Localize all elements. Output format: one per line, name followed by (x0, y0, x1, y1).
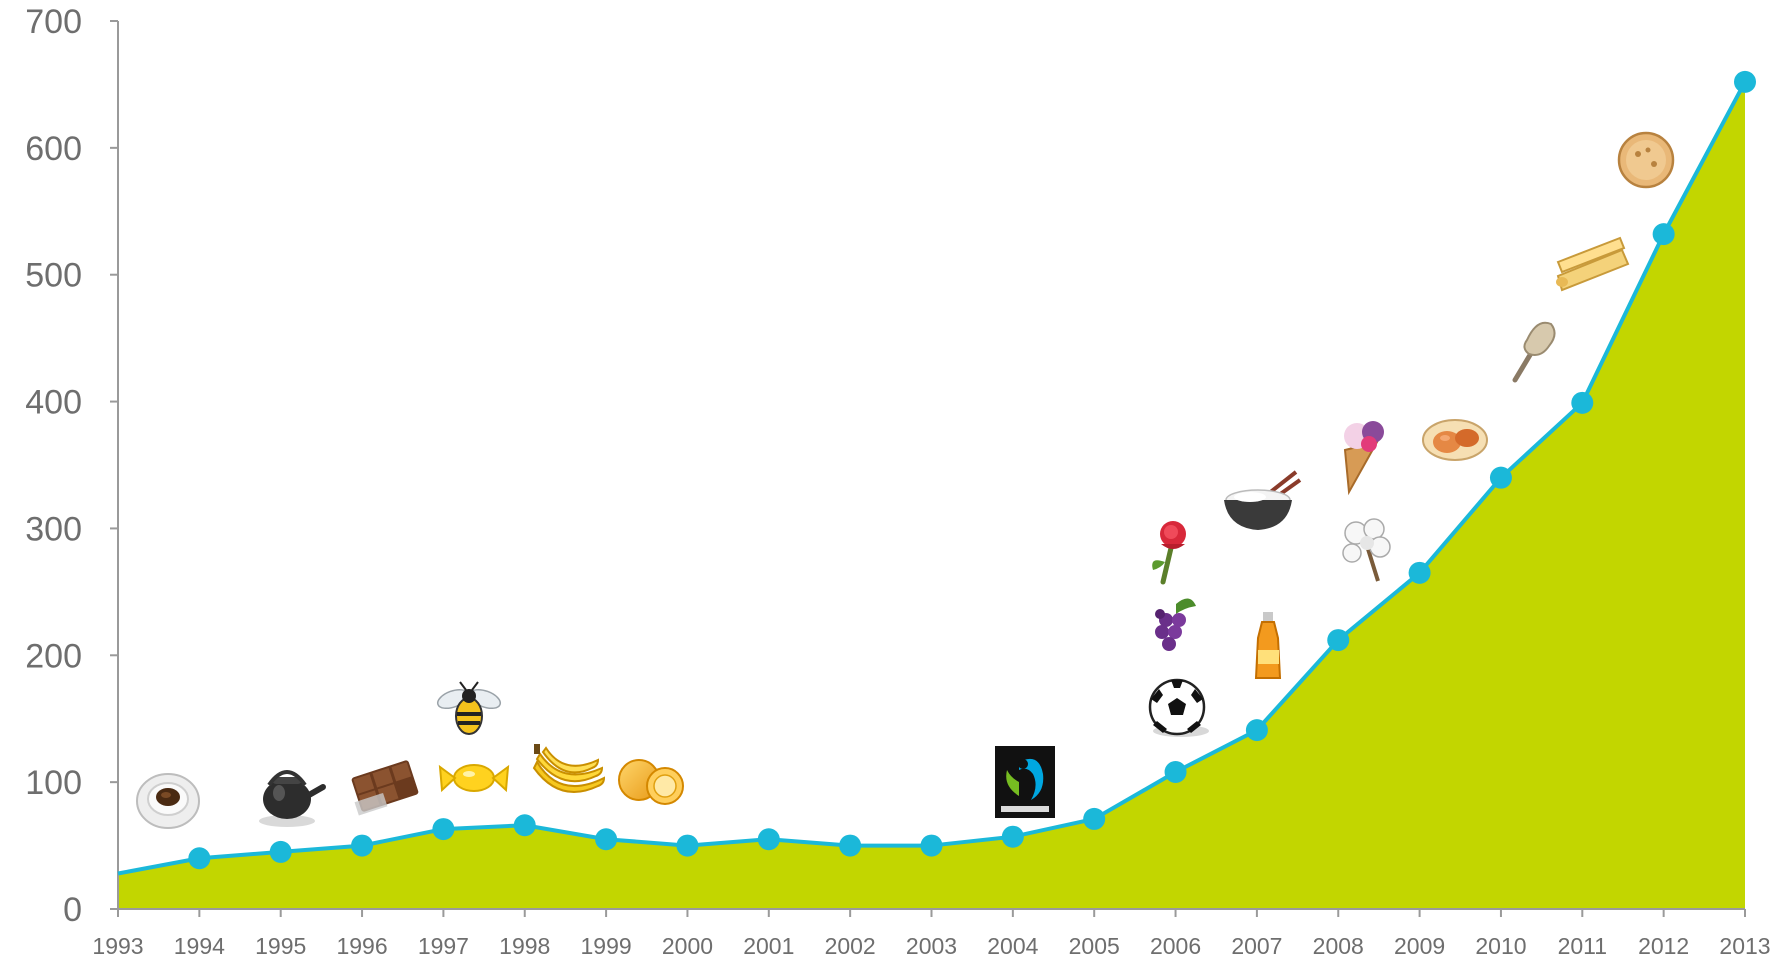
x-tick-label: 2007 (1231, 933, 1282, 959)
x-tick-label: 2006 (1150, 933, 1201, 959)
data-point-2008 (1327, 629, 1350, 652)
orange-icon (618, 759, 684, 805)
football-icon (1148, 678, 1209, 737)
coffee-cup-icon (136, 773, 200, 829)
x-tick-label: 1997 (418, 933, 469, 959)
x-tick-label: 1996 (336, 933, 387, 959)
x-tick-label: 2012 (1638, 933, 1689, 959)
x-tick-label: 2004 (987, 933, 1038, 959)
y-tick-label: 700 (25, 3, 82, 41)
x-tick-label: 2000 (662, 933, 713, 959)
x-tick-label: 1998 (499, 933, 550, 959)
x-tick-label: 2008 (1313, 933, 1364, 959)
data-point-2011 (1571, 391, 1594, 414)
area-fill (118, 81, 1745, 910)
rose-icon (1152, 521, 1186, 585)
data-point-2006 (1164, 760, 1187, 783)
data-point-2010 (1489, 466, 1512, 489)
x-tick-label: 2003 (906, 933, 957, 959)
y-axis-tick-labels: 0 100 200 300 400 500 600 700 (25, 3, 82, 929)
x-tick-label: 2002 (825, 933, 876, 959)
data-point-1995 (269, 840, 292, 863)
area-layer (118, 81, 1745, 910)
data-point-2001 (757, 828, 780, 851)
grapes-icon (1155, 598, 1196, 651)
data-point-1999 (595, 828, 618, 851)
data-point-1994 (188, 847, 211, 870)
dried-fruit-icon (1422, 419, 1488, 461)
data-point-2009 (1408, 561, 1431, 584)
y-tick-label: 0 (63, 891, 82, 929)
data-markers (188, 70, 1756, 870)
chocolate-bar-icon (351, 760, 419, 816)
y-tick-label: 500 (25, 257, 82, 295)
x-tick-label: 2001 (743, 933, 794, 959)
x-tick-label: 2013 (1719, 933, 1770, 959)
rice-bowl-icon (1224, 470, 1302, 530)
ice-cream-icon (1343, 421, 1384, 496)
candy-icon (438, 764, 510, 793)
cookie-icon (1617, 131, 1675, 189)
cotton-icon (1342, 518, 1391, 582)
data-point-1996 (351, 834, 374, 857)
data-point-1998 (513, 814, 536, 837)
data-point-2004 (1001, 825, 1024, 848)
x-axis-tick-labels: 1993 1994 1995 1996 1997 1998 1999 2000 2001 2002… (92, 933, 1770, 959)
x-tick-label: 1993 (92, 933, 143, 959)
data-point-1997 (432, 818, 455, 841)
x-tick-label: 1995 (255, 933, 306, 959)
y-tick-label: 400 (25, 384, 82, 422)
data-point-2000 (676, 834, 699, 857)
x-tick-label: 1999 (581, 933, 632, 959)
y-tick-label: 100 (25, 764, 82, 802)
data-point-2002 (839, 834, 862, 857)
axes (110, 20, 1746, 917)
data-point-2005 (1083, 807, 1106, 830)
x-tick-label: 2010 (1475, 933, 1526, 959)
x-tick-label: 2009 (1394, 933, 1445, 959)
bananas-icon (532, 744, 606, 793)
x-tick-label: 2011 (1558, 933, 1607, 959)
data-point-2003 (920, 834, 943, 857)
gold-nugget-icon (1512, 321, 1556, 383)
bee-icon (436, 681, 502, 735)
x-tick-label: 1994 (174, 933, 225, 959)
cane-sugar-icon (1556, 236, 1630, 292)
x-tick-label: 2005 (1069, 933, 1120, 959)
y-tick-label: 300 (25, 510, 82, 548)
teapot-icon (259, 770, 326, 827)
y-tick-label: 200 (25, 637, 82, 675)
data-point-2012 (1652, 223, 1675, 246)
fairtrade-logo-icon (995, 746, 1055, 818)
y-tick-label: 600 (25, 130, 82, 168)
data-point-2007 (1245, 719, 1268, 742)
data-point-2013 (1734, 70, 1756, 93)
juice-bottle-icon (1254, 612, 1282, 679)
